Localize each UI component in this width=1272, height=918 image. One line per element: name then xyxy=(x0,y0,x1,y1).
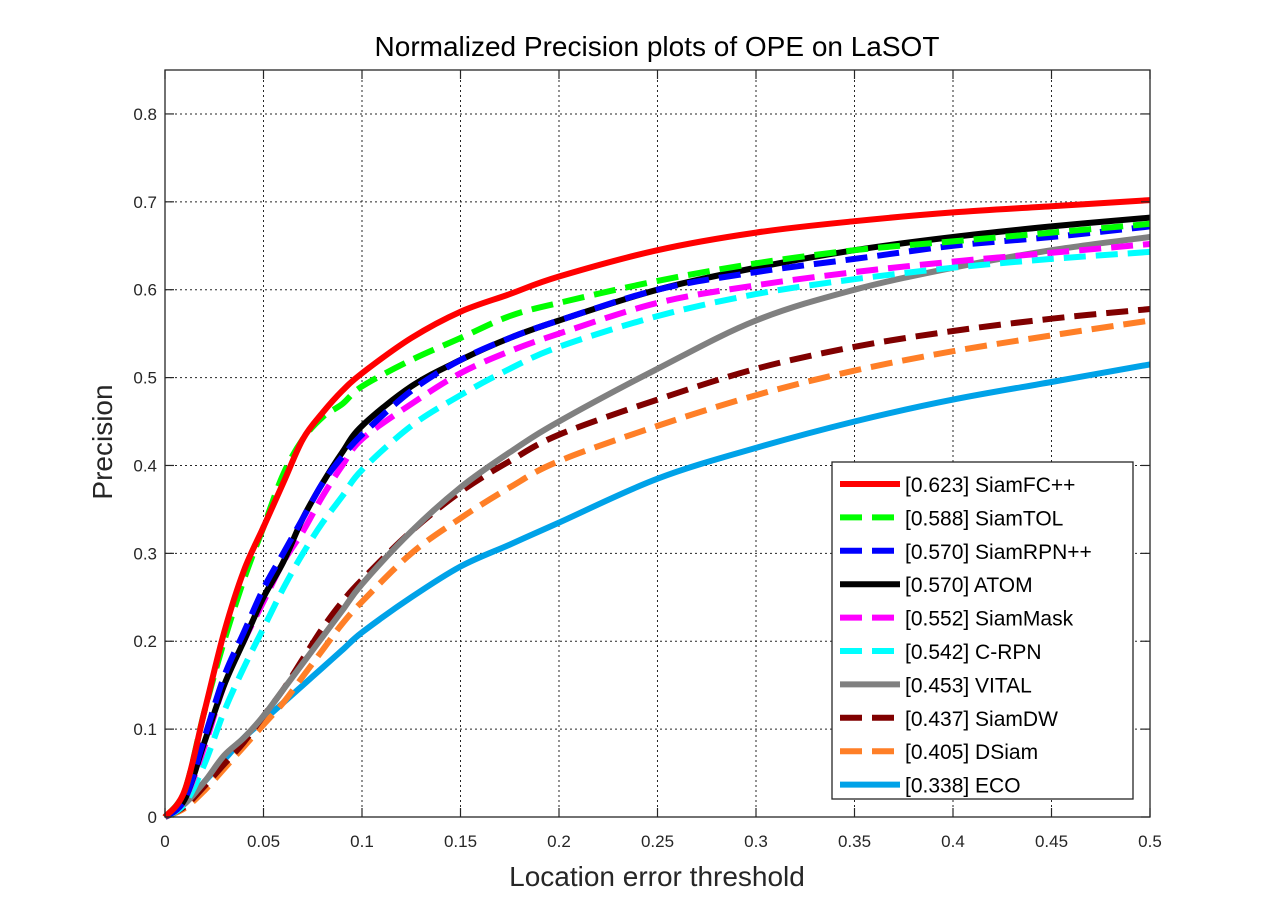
x-tick-label: 0.15 xyxy=(444,832,477,851)
x-tick-label: 0.3 xyxy=(744,832,768,851)
y-tick-label: 0.1 xyxy=(133,720,157,739)
y-tick-label: 0 xyxy=(148,808,157,827)
x-tick-label: 0.5 xyxy=(1138,832,1162,851)
series-line-vital xyxy=(163,234,1151,820)
y-tick-label: 0.8 xyxy=(133,105,157,124)
y-tick-label: 0.7 xyxy=(133,193,157,212)
legend-label: [0.570] ATOM xyxy=(905,574,1033,597)
legend-label: [0.623] SiamFC++ xyxy=(905,474,1075,497)
y-tick-label: 0.6 xyxy=(133,281,157,300)
legend-label: [0.570] SiamRPN++ xyxy=(905,541,1092,564)
x-tick-label: 0.45 xyxy=(1035,832,1068,851)
legend-label: [0.338] ECO xyxy=(905,775,1021,798)
x-tick-label: 0.35 xyxy=(838,832,871,851)
axis-ticks: 0 0.05 0.1 0.15 0.2 0.25 0.3 0.35 0.4 0.45 0.5 0 0.1… xyxy=(133,70,1162,851)
x-tick-label: 0.1 xyxy=(350,832,374,851)
legend: [0.623] SiamFC++ [0.588] SiamTOL [0.570] S… xyxy=(831,461,1134,800)
x-tick-label: 0.2 xyxy=(547,832,571,851)
legend-label: [0.437] SiamDW xyxy=(905,708,1058,731)
x-tick-label: 0.05 xyxy=(247,832,280,851)
y-tick-label: 0.5 xyxy=(133,369,157,388)
y-tick-label: 0.2 xyxy=(133,632,157,651)
x-axis-label: Location error threshold xyxy=(509,861,805,892)
series-line-c-rpn xyxy=(163,248,1151,820)
x-tick-label: 0.25 xyxy=(641,832,674,851)
y-axis-label: Precision xyxy=(87,384,118,499)
legend-label: [0.453] VITAL xyxy=(905,674,1032,697)
y-tick-label: 0.3 xyxy=(133,544,157,563)
chart-title: Normalized Precision plots of OPE on LaS… xyxy=(375,31,940,62)
legend-label: [0.552] SiamMask xyxy=(905,608,1074,631)
series-line-siamrpn- xyxy=(163,223,1151,820)
series-lines xyxy=(162,197,1151,820)
legend-label: [0.405] DSiam xyxy=(905,741,1038,764)
legend-label: [0.542] C-RPN xyxy=(905,641,1042,664)
series-line-siamfc- xyxy=(162,197,1151,820)
series-line-dsiam xyxy=(163,317,1151,820)
y-tick-label: 0.4 xyxy=(133,456,157,475)
x-tick-label: 0 xyxy=(160,832,169,851)
legend-label: [0.588] SiamTOL xyxy=(905,507,1063,530)
x-tick-label: 0.4 xyxy=(941,832,965,851)
